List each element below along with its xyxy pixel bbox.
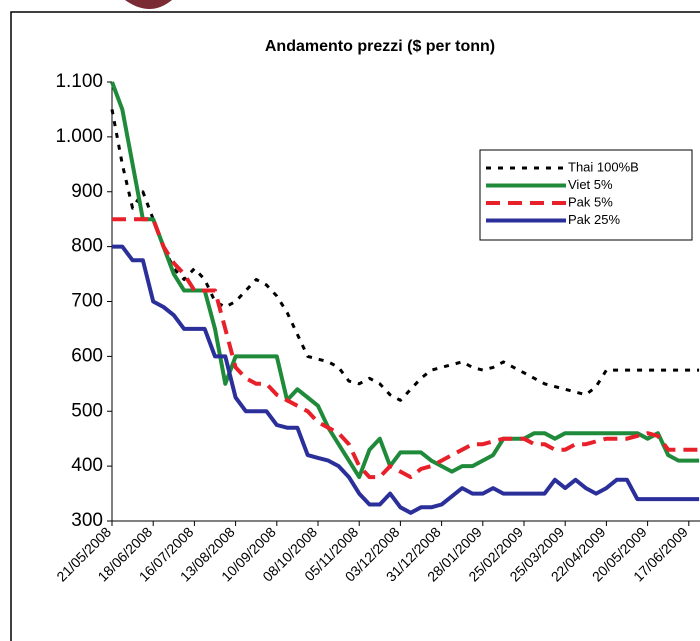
y-tick-label: 800 bbox=[71, 236, 103, 257]
y-tick-label: 400 bbox=[71, 455, 103, 476]
y-tick-label: 700 bbox=[71, 291, 103, 312]
legend-label: Viet 5% bbox=[568, 177, 613, 192]
chart-title: Andamento prezzi ($ per tonn) bbox=[265, 38, 495, 55]
legend-label: Pak 25% bbox=[568, 212, 620, 227]
legend-label: Pak 5% bbox=[568, 194, 613, 209]
y-tick-label: 900 bbox=[71, 181, 103, 202]
y-tick-label: 600 bbox=[71, 345, 103, 366]
chart: Andamento prezzi ($ per tonn) 3004005006… bbox=[0, 0, 700, 641]
y-tick-label: 500 bbox=[71, 400, 103, 421]
logo-fragment bbox=[125, 0, 172, 9]
y-tick-label: 1.100 bbox=[55, 71, 103, 92]
legend-label: Thai 100%B bbox=[568, 159, 639, 174]
y-tick-label: 1.000 bbox=[55, 126, 103, 147]
